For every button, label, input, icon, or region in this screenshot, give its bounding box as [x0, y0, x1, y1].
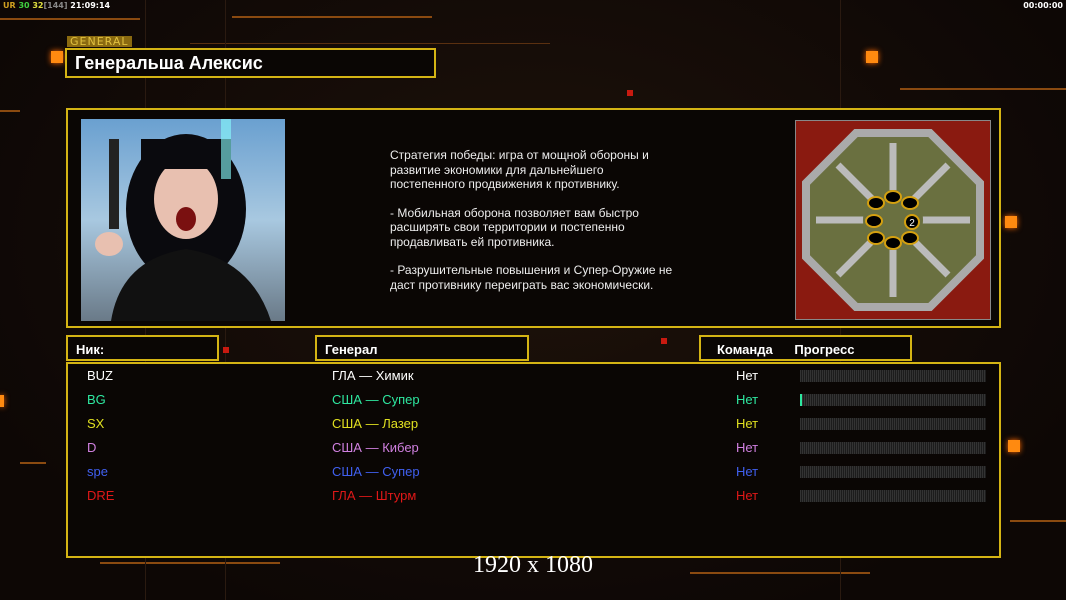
decor-square: [866, 51, 878, 63]
description-paragraph: Стратегия победы: игра от мощной обороны…: [390, 148, 649, 191]
player-team: Нет: [736, 440, 759, 455]
column-header-team-progress: Команда Прогресс: [699, 335, 912, 361]
player-team: Нет: [736, 392, 759, 407]
status-bar: UR 30 32[144] 21:09:14: [3, 1, 110, 10]
player-progress-bar: [800, 370, 986, 382]
column-header-team: Команда: [717, 342, 773, 357]
player-general: США — Супер: [332, 464, 420, 479]
general-title: Генеральша Алексис: [65, 48, 436, 78]
status-text: [144]: [43, 1, 68, 10]
status-text: UR: [3, 1, 16, 10]
column-header-nick: Ник:: [66, 335, 219, 361]
decor-line: [100, 562, 280, 564]
status-text: 30: [15, 1, 30, 10]
decor-line: [1010, 520, 1066, 522]
player-row: spe США — Супер Нет: [68, 462, 999, 486]
player-progress-bar: [800, 394, 986, 406]
player-nick: SX: [87, 416, 105, 431]
decor-line: [900, 88, 1066, 90]
start-position-marker: 2: [909, 218, 915, 229]
map-preview: 2: [795, 120, 991, 320]
decor-line: [690, 572, 870, 574]
column-header-progress: Прогресс: [794, 342, 855, 357]
decor-line: [190, 43, 550, 44]
player-progress-bar: [800, 466, 986, 478]
player-general: ГЛА — Химик: [332, 368, 414, 383]
decor-line: [0, 110, 20, 112]
player-team: Нет: [736, 488, 759, 503]
description-paragraph: - Мобильная оборона позволяет вам быстро…: [390, 205, 639, 249]
clock: 00:00:00: [1023, 1, 1063, 10]
player-row: SX США — Лазер Нет: [68, 414, 999, 438]
player-row: BUZ ГЛА — Химик Нет: [68, 366, 999, 390]
player-team: Нет: [736, 368, 759, 383]
player-general: США — Лазер: [332, 416, 419, 431]
decor-square: [0, 395, 4, 407]
decor-square: [223, 347, 229, 353]
status-text: 21:09:14: [67, 1, 111, 10]
decor-square: [1008, 440, 1020, 452]
player-nick: BUZ: [87, 368, 113, 383]
player-general: ГЛА — Штурм: [332, 488, 417, 503]
player-row: DRE ГЛА — Штурм Нет: [68, 486, 999, 510]
general-portrait: [81, 119, 285, 321]
player-general: США — Кибер: [332, 440, 419, 455]
player-progress-bar: [800, 490, 986, 502]
decor-line: [0, 18, 140, 20]
player-team: Нет: [736, 416, 759, 431]
strategy-description: Стратегия победы: игра от мощной обороны…: [390, 148, 710, 306]
resolution-label: 1920 x 1080: [473, 552, 593, 578]
decor-line: [20, 462, 46, 464]
player-progress-bar: [800, 418, 986, 430]
player-row: BG США — Супер Нет: [68, 390, 999, 414]
description-paragraph: - Разрушительные повышения и Супер-Оружи…: [390, 263, 673, 292]
progress-fill: [800, 394, 802, 406]
general-info-panel: Стратегия победы: игра от мощной обороны…: [66, 108, 1001, 328]
decor-square: [661, 338, 667, 344]
player-team: Нет: [736, 464, 759, 479]
player-nick: DRE: [87, 488, 115, 503]
general-tag: GENERAL: [67, 36, 132, 47]
decor-square: [1005, 216, 1017, 228]
column-header-general: Генерал: [315, 335, 529, 361]
player-list: BUZ ГЛА — Химик Нет BG США — Супер Нет S…: [66, 362, 1001, 558]
decor-square: [627, 90, 633, 96]
player-nick: spe: [87, 464, 108, 479]
player-nick: BG: [87, 392, 106, 407]
status-text: 32: [29, 1, 44, 10]
player-general: США — Супер: [332, 392, 420, 407]
decor-line: [232, 16, 432, 18]
decor-square: [51, 51, 63, 63]
player-nick: D: [87, 440, 97, 455]
player-progress-bar: [800, 442, 986, 454]
player-row: D США — Кибер Нет: [68, 438, 999, 462]
